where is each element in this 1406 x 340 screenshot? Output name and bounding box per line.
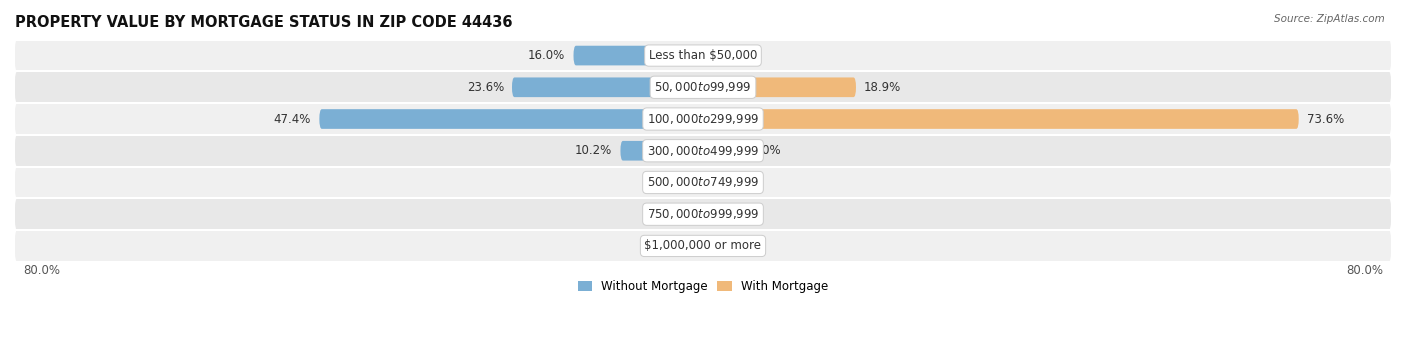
Text: 2.5%: 2.5% [731,49,761,62]
Text: 10.2%: 10.2% [575,144,613,157]
FancyBboxPatch shape [15,198,1391,230]
FancyBboxPatch shape [703,78,856,97]
Text: 23.6%: 23.6% [467,81,503,94]
Text: 0.0%: 0.0% [711,208,741,221]
Text: $50,000 to $99,999: $50,000 to $99,999 [654,80,752,94]
Text: 0.0%: 0.0% [711,176,741,189]
Text: 5.0%: 5.0% [752,144,782,157]
Text: 2.1%: 2.1% [648,239,678,252]
FancyBboxPatch shape [703,109,1299,129]
Text: 80.0%: 80.0% [22,264,60,277]
FancyBboxPatch shape [620,141,703,160]
Text: 0.0%: 0.0% [711,239,741,252]
FancyBboxPatch shape [15,71,1391,103]
Text: $300,000 to $499,999: $300,000 to $499,999 [647,144,759,158]
FancyBboxPatch shape [703,141,744,160]
Text: 73.6%: 73.6% [1306,113,1344,125]
FancyBboxPatch shape [319,109,703,129]
Text: 80.0%: 80.0% [1346,264,1384,277]
Text: 0.69%: 0.69% [652,176,689,189]
Text: $750,000 to $999,999: $750,000 to $999,999 [647,207,759,221]
Text: $500,000 to $749,999: $500,000 to $749,999 [647,175,759,189]
FancyBboxPatch shape [512,78,703,97]
FancyBboxPatch shape [703,46,723,65]
FancyBboxPatch shape [686,236,703,256]
Legend: Without Mortgage, With Mortgage: Without Mortgage, With Mortgage [574,276,832,298]
FancyBboxPatch shape [15,135,1391,167]
Text: 47.4%: 47.4% [274,113,311,125]
FancyBboxPatch shape [574,46,703,65]
FancyBboxPatch shape [15,103,1391,135]
Text: 16.0%: 16.0% [529,49,565,62]
Text: $1,000,000 or more: $1,000,000 or more [644,239,762,252]
Text: PROPERTY VALUE BY MORTGAGE STATUS IN ZIP CODE 44436: PROPERTY VALUE BY MORTGAGE STATUS IN ZIP… [15,15,513,30]
FancyBboxPatch shape [15,40,1391,71]
Text: Less than $50,000: Less than $50,000 [648,49,758,62]
Text: 18.9%: 18.9% [865,81,901,94]
FancyBboxPatch shape [15,230,1391,262]
Text: $100,000 to $299,999: $100,000 to $299,999 [647,112,759,126]
Text: Source: ZipAtlas.com: Source: ZipAtlas.com [1274,14,1385,23]
FancyBboxPatch shape [15,167,1391,198]
FancyBboxPatch shape [697,173,703,192]
Text: 0.0%: 0.0% [665,208,695,221]
